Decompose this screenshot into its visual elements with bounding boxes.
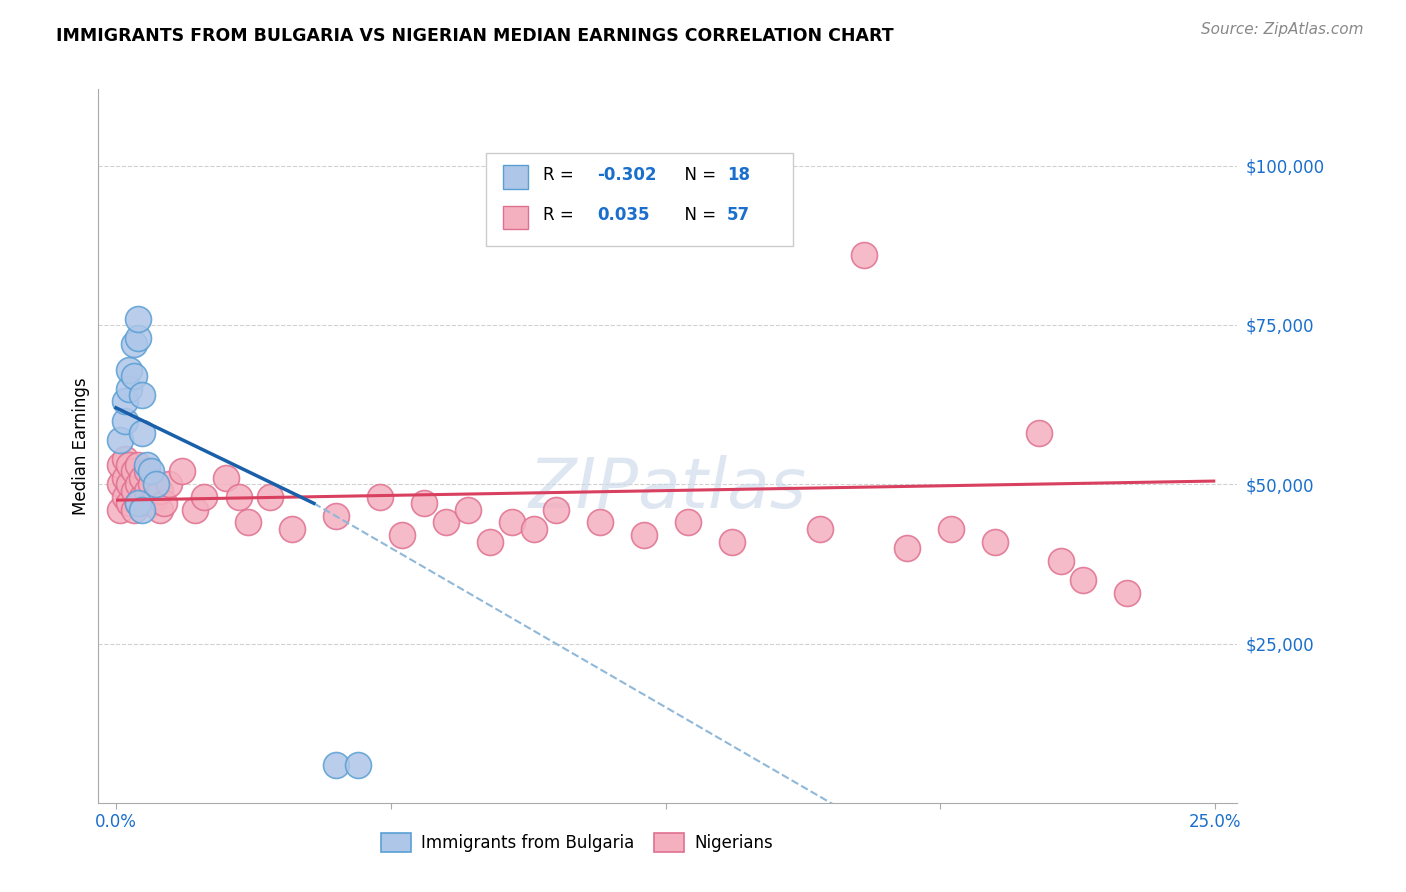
- Point: [135, 458, 157, 472]
- Point: [149, 502, 172, 516]
- Point: [984, 534, 1007, 549]
- Point: [127, 496, 149, 510]
- Point: [808, 522, 831, 536]
- FancyBboxPatch shape: [503, 206, 527, 229]
- Point: [228, 490, 250, 504]
- Point: [325, 757, 347, 772]
- Text: -0.302: -0.302: [598, 166, 657, 184]
- Point: [110, 433, 132, 447]
- Point: [135, 465, 157, 479]
- Point: [391, 528, 413, 542]
- Point: [127, 477, 149, 491]
- Point: [149, 483, 172, 498]
- Text: 0.035: 0.035: [598, 206, 650, 225]
- Point: [118, 362, 141, 376]
- Point: [118, 458, 141, 472]
- Point: [131, 388, 153, 402]
- Point: [1050, 554, 1073, 568]
- Point: [1028, 426, 1050, 441]
- Point: [110, 477, 132, 491]
- Point: [676, 516, 699, 530]
- Text: 57: 57: [727, 206, 751, 225]
- Text: N =: N =: [673, 206, 721, 225]
- Point: [122, 465, 145, 479]
- Point: [170, 465, 193, 479]
- Point: [236, 516, 259, 530]
- Point: [157, 477, 180, 491]
- Point: [412, 496, 434, 510]
- Text: IMMIGRANTS FROM BULGARIA VS NIGERIAN MEDIAN EARNINGS CORRELATION CHART: IMMIGRANTS FROM BULGARIA VS NIGERIAN MED…: [56, 27, 894, 45]
- Text: N =: N =: [673, 166, 721, 184]
- Point: [122, 502, 145, 516]
- Point: [434, 516, 457, 530]
- Point: [941, 522, 963, 536]
- Point: [127, 311, 149, 326]
- Point: [114, 490, 136, 504]
- Point: [118, 382, 141, 396]
- Point: [118, 477, 141, 491]
- Point: [131, 502, 153, 516]
- Point: [127, 496, 149, 510]
- Point: [633, 528, 655, 542]
- Point: [259, 490, 281, 504]
- Point: [118, 496, 141, 510]
- Point: [110, 502, 132, 516]
- Point: [114, 471, 136, 485]
- Point: [896, 541, 918, 555]
- Point: [347, 757, 370, 772]
- Point: [193, 490, 215, 504]
- Point: [368, 490, 391, 504]
- Text: R =: R =: [543, 206, 579, 225]
- Point: [141, 496, 163, 510]
- Y-axis label: Median Earnings: Median Earnings: [72, 377, 90, 515]
- Point: [131, 426, 153, 441]
- Text: R =: R =: [543, 166, 579, 184]
- Point: [135, 483, 157, 498]
- Point: [114, 413, 136, 427]
- Point: [501, 516, 523, 530]
- Point: [141, 477, 163, 491]
- Text: Source: ZipAtlas.com: Source: ZipAtlas.com: [1201, 22, 1364, 37]
- Point: [114, 451, 136, 466]
- Point: [114, 394, 136, 409]
- Point: [122, 337, 145, 351]
- Point: [523, 522, 546, 536]
- Point: [281, 522, 304, 536]
- Point: [457, 502, 479, 516]
- Point: [153, 496, 176, 510]
- Point: [127, 458, 149, 472]
- Point: [110, 458, 132, 472]
- FancyBboxPatch shape: [485, 153, 793, 246]
- Point: [131, 471, 153, 485]
- Point: [131, 490, 153, 504]
- Point: [145, 490, 167, 504]
- Point: [122, 368, 145, 383]
- FancyBboxPatch shape: [503, 165, 527, 189]
- Point: [478, 534, 501, 549]
- Point: [852, 248, 875, 262]
- Text: 18: 18: [727, 166, 749, 184]
- Point: [141, 465, 163, 479]
- Point: [325, 509, 347, 524]
- Point: [127, 331, 149, 345]
- Point: [1073, 573, 1095, 587]
- Point: [184, 502, 207, 516]
- Text: ZIPatlas: ZIPatlas: [529, 455, 807, 523]
- Point: [1116, 585, 1139, 599]
- Point: [589, 516, 612, 530]
- Point: [544, 502, 567, 516]
- Legend: Immigrants from Bulgaria, Nigerians: Immigrants from Bulgaria, Nigerians: [374, 826, 779, 859]
- Point: [720, 534, 742, 549]
- Point: [122, 483, 145, 498]
- Point: [145, 477, 167, 491]
- Point: [215, 471, 238, 485]
